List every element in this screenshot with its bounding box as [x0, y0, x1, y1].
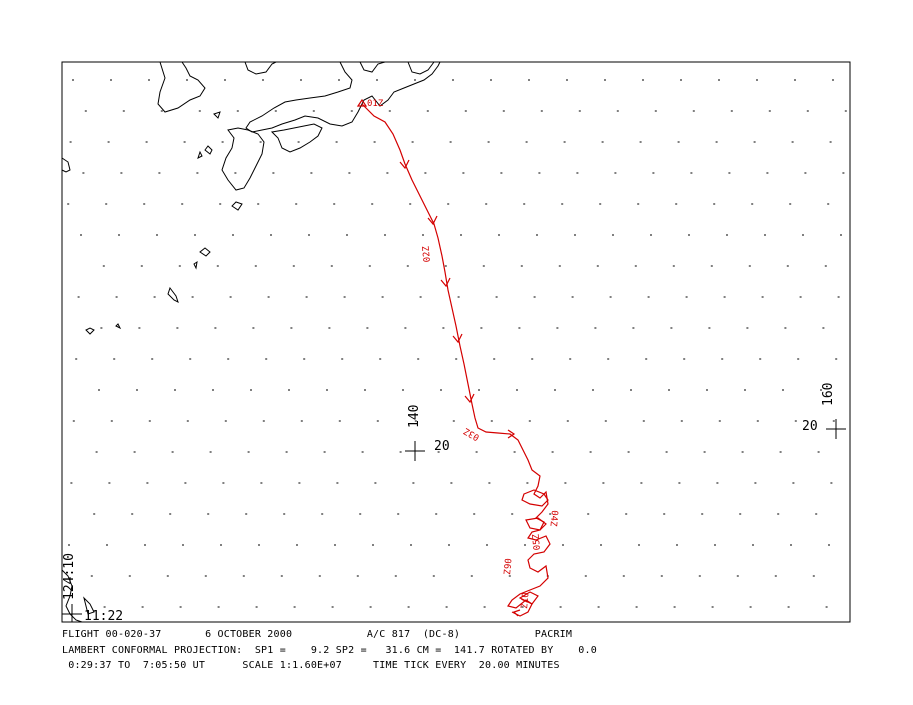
edge-longitude-label: 124:10 — [62, 553, 77, 600]
coast-islet-d — [231, 201, 243, 211]
time-label-06z: 06Z — [501, 558, 512, 576]
mission-name: PACRIM — [534, 629, 573, 640]
coast-okinawa — [167, 286, 179, 303]
track-line — [361, 103, 551, 617]
track-loop-b — [525, 517, 547, 531]
coast-ph-2 — [83, 596, 95, 615]
meridian-160-label: 160 — [821, 383, 836, 406]
parallel-20-label-left: 20 — [434, 439, 450, 454]
meridian-140-label: 140 — [407, 405, 422, 428]
arrow-3 — [440, 277, 451, 288]
time-range: 0:29:37 TO 7:05:50 UT — [62, 660, 206, 671]
time-label-07z: 07Z — [518, 592, 529, 610]
arrow-6 — [507, 429, 516, 439]
start-marker — [356, 98, 368, 107]
coast-islet-g — [85, 327, 95, 335]
time-label-02z: 02Z — [422, 245, 433, 263]
coast-islet-a — [213, 111, 221, 119]
coast-islet-h — [115, 323, 122, 330]
track-loop-a — [521, 489, 549, 507]
coast-shikoku — [270, 123, 323, 153]
map-scale: SCALE 1:1.60E+07 — [242, 660, 342, 671]
ref-cross-140 — [405, 441, 425, 461]
map-frame — [61, 61, 851, 623]
footer-line-3: 0:29:37 TO 7:05:50 UT SCALE 1:1.60E+07 T… — [62, 660, 560, 672]
time-label-03z: 03Z — [462, 425, 482, 442]
coastlines — [61, 61, 441, 623]
track-loop-c — [518, 591, 539, 605]
arrow-5 — [464, 393, 475, 404]
edge-cross — [62, 604, 82, 622]
footer-projection: LAMBERT CONFORMAL PROJECTION: SP1 = 9.2 … — [62, 645, 597, 656]
arrow-2 — [427, 215, 438, 226]
coast-islet-e — [199, 247, 211, 257]
coast-philippines — [61, 569, 83, 623]
coast-ne — [407, 61, 435, 75]
coast-north — [359, 61, 386, 73]
ref-cross-160 — [826, 419, 846, 439]
flight-track — [356, 98, 551, 617]
aircraft: A/C 817 (DC-8) — [366, 629, 461, 640]
grid-ticks — [67, 79, 847, 608]
coast-korea — [157, 61, 206, 113]
coast-taiwan — [61, 157, 71, 173]
time-label-05z: 05Z — [532, 533, 543, 551]
coast-kyushu — [221, 127, 265, 191]
coast-honshu — [245, 61, 441, 133]
coast-mainland-top — [244, 61, 277, 75]
arrow-1 — [399, 159, 410, 170]
coast-islet-f — [193, 260, 198, 270]
arrow-7 — [512, 609, 521, 617]
flight-date: 6 OCTOBER 2000 — [205, 629, 293, 640]
coast-islet-b — [204, 145, 213, 155]
time-label-01z: 01Z — [367, 99, 384, 109]
time-label-04z: 04Z — [548, 510, 559, 528]
coast-islet-c — [197, 150, 203, 159]
footer-line-1: FLIGHT 00-020-37 6 OCTOBER 2000 A/C 817 … — [62, 629, 572, 641]
flight-id: FLIGHT 00-020-37 — [62, 629, 162, 640]
edge-latitude-label: 11:22 — [84, 609, 123, 624]
time-tick: TIME TICK EVERY 20.00 MINUTES — [373, 660, 560, 671]
arrow-4 — [452, 333, 463, 344]
parallel-20-label-right: 20 — [802, 419, 818, 434]
track-time-labels: 01Z 02Z 03Z 04Z 05Z 06Z 07Z — [367, 99, 559, 609]
